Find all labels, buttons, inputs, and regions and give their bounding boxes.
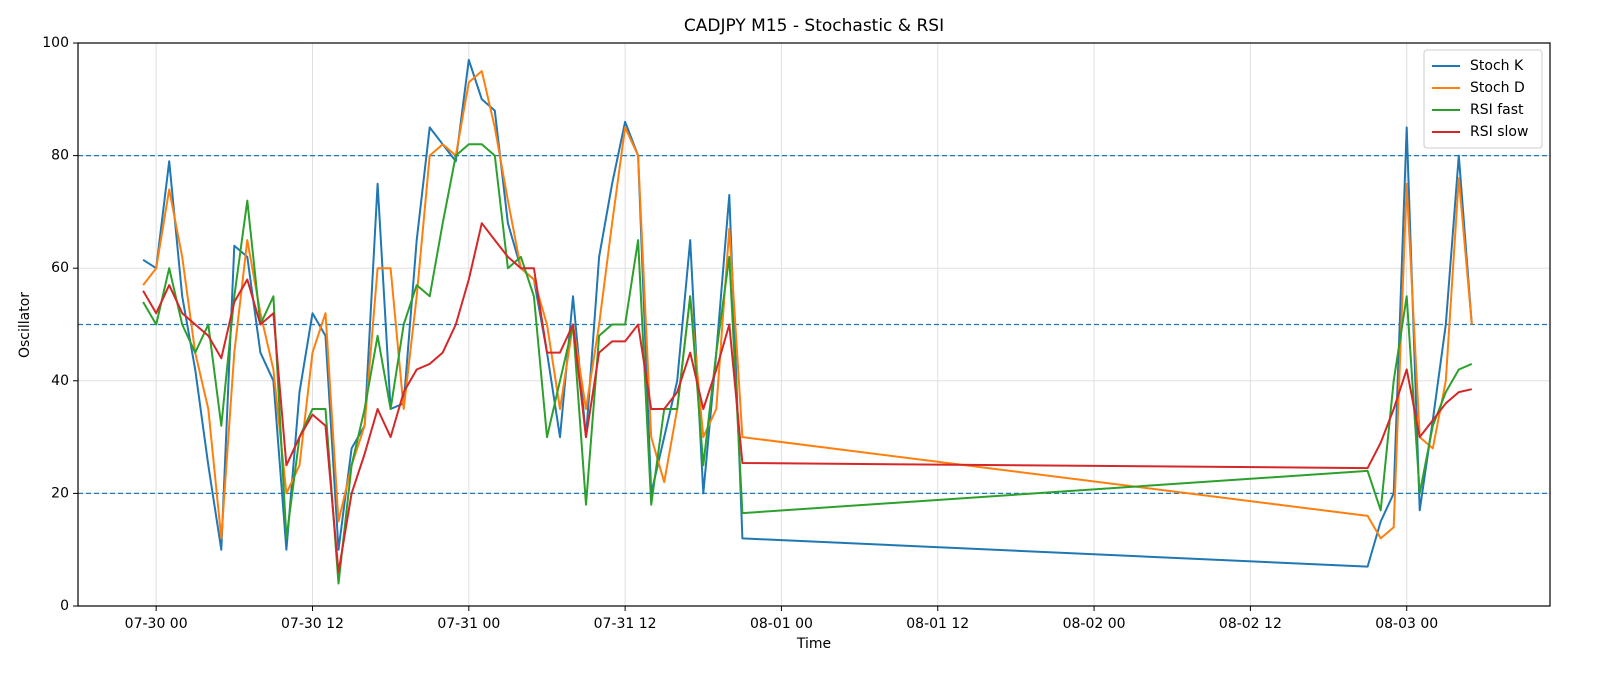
legend-box: [1423, 49, 1543, 149]
series-line: [142, 58, 1473, 568]
x-tick-label: 07-31 12: [594, 616, 657, 632]
y-tick-label: 60: [51, 260, 69, 276]
y-tick-label: 80: [51, 148, 69, 164]
y-tick-label: 100: [42, 35, 69, 51]
x-tick-label: 08-03 00: [1375, 616, 1438, 632]
chart-title: CADJPY M15 - Stochastic & RSI: [684, 16, 944, 36]
y-tick-label: 0: [60, 598, 69, 614]
x-tick-label: 08-02 12: [1219, 616, 1282, 632]
series-line: [142, 222, 1473, 574]
x-tick-label: 07-30 12: [281, 616, 344, 632]
y-axis-label: Oscillator: [17, 292, 33, 358]
legend-label: RSI fast: [1470, 102, 1524, 118]
legend-label: RSI slow: [1470, 124, 1528, 140]
x-tick-label: 07-31 00: [437, 616, 500, 632]
legend-label: Stoch K: [1470, 58, 1524, 74]
y-tick-label: 40: [51, 373, 69, 389]
x-tick-label: 08-01 00: [750, 616, 813, 632]
x-tick-label: 08-01 12: [906, 616, 969, 632]
x-tick-label: 08-02 00: [1063, 616, 1126, 632]
x-axis-label: Time: [796, 636, 831, 652]
legend-label: Stoch D: [1470, 80, 1525, 96]
x-tick-label: 07-30 00: [125, 616, 188, 632]
y-tick-label: 20: [51, 485, 69, 501]
plot-frame: [77, 42, 1551, 607]
series-line: [142, 143, 1473, 585]
